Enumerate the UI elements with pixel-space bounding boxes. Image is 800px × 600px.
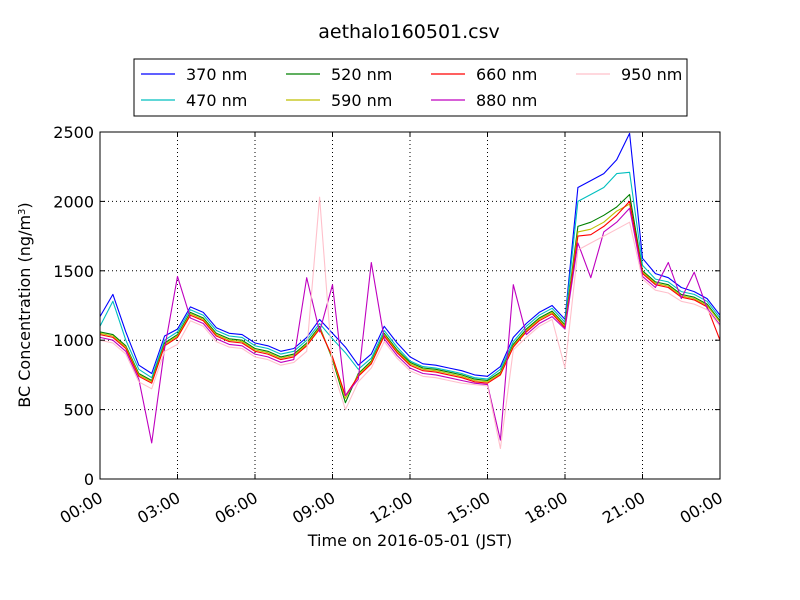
legend-label: 470 nm <box>186 91 247 110</box>
y-tick-label: 2000 <box>53 192 94 211</box>
legend-label: 520 nm <box>331 65 392 84</box>
legend-label: 950 nm <box>621 65 682 84</box>
y-tick-label: 1000 <box>53 331 94 350</box>
y-axis-label-prefix: BC Concentration (ng/m <box>15 215 34 408</box>
y-axis-label-suffix: ) <box>15 202 34 208</box>
legend-label: 370 nm <box>186 65 247 84</box>
series-lines <box>99 132 721 450</box>
legend <box>133 58 688 117</box>
legend-items: 370 nm 470 nm 520 nm 590 nm 660 nm 880 nm 950 … <box>141 65 682 110</box>
y-tick-label: 0 <box>84 470 94 489</box>
y-tick-label: 500 <box>63 401 94 420</box>
legend-label: 880 nm <box>476 91 537 110</box>
y-tick-labels: 0 500 1000 1500 2000 2500 <box>53 123 94 489</box>
series-line-590-nm <box>99 203 721 400</box>
series-line-950-nm <box>99 196 721 450</box>
legend-label: 590 nm <box>331 91 392 110</box>
series-line-660-nm <box>99 200 721 397</box>
series-line-520-nm <box>99 193 721 404</box>
x-axis-label: Time on 2016-05-01 (JST) <box>307 531 512 550</box>
legend-label: 660 nm <box>476 65 537 84</box>
series-line-370-nm <box>99 132 721 377</box>
y-tick-label: 1500 <box>53 262 94 281</box>
y-tick-label: 2500 <box>53 123 94 142</box>
y-axis-label: BC Concentration (ng/m3) <box>15 202 34 407</box>
grid <box>100 132 720 479</box>
series-line-880-nm <box>99 207 721 444</box>
series-line-470-nm <box>99 171 721 380</box>
y-axis-label-sup: 3 <box>17 209 28 215</box>
tick-marks <box>99 131 721 480</box>
chart-title: aethalo160501.csv <box>318 21 500 43</box>
